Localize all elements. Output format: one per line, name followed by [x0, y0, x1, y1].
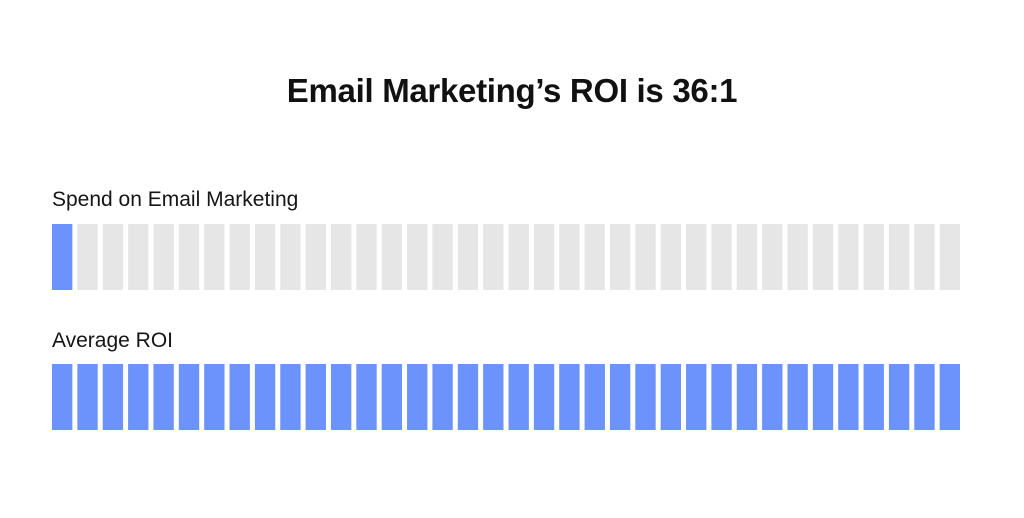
roi-segment-filled [736, 364, 758, 430]
roi-segment-filled [432, 364, 453, 430]
spend-segment-empty [483, 224, 504, 290]
roi-segment-filled [52, 364, 73, 430]
spend-segment-empty [305, 224, 326, 290]
roi-segment-filled [280, 364, 301, 430]
roi-segment-filled [204, 364, 225, 430]
spend-segment-empty [711, 224, 732, 290]
roi-segment-filled [356, 364, 377, 430]
roi-segment-filled [229, 364, 250, 430]
spend-segment-empty [508, 224, 529, 290]
spend-segment-empty [686, 224, 707, 290]
roi-segment-filled [812, 364, 834, 430]
roi-segment-filled [838, 364, 859, 430]
roi-segment-filled [508, 364, 529, 430]
roi-segment-filled [77, 364, 98, 430]
spend-segment-empty [736, 224, 758, 290]
spend-segment-empty [330, 224, 352, 290]
roi-segment-filled [330, 364, 352, 430]
roi-segment-filled [254, 364, 276, 430]
spend-segment-filled [52, 224, 73, 290]
spend-segment-empty [863, 224, 884, 290]
roi-row-label: Average ROI [52, 329, 174, 352]
spend-row-bars [52, 224, 960, 290]
spend-segment-empty [356, 224, 377, 290]
spend-segment-empty [914, 224, 935, 290]
spend-segment-empty [229, 224, 250, 290]
spend-segment-empty [254, 224, 276, 290]
spend-segment-empty [812, 224, 834, 290]
roi-segment-filled [762, 364, 783, 430]
spend-segment-empty [128, 224, 149, 290]
spend-segment-empty [584, 224, 605, 290]
spend-segment-empty [77, 224, 98, 290]
roi-segment-filled [888, 364, 910, 430]
spend-segment-empty [457, 224, 479, 290]
roi-segment-filled [153, 364, 174, 430]
spend-row-label: Spend on Email Marketing [52, 188, 299, 211]
spend-segment-empty [660, 224, 682, 290]
spend-segment-empty [407, 224, 428, 290]
spend-segment-empty [432, 224, 453, 290]
roi-segment-filled [939, 364, 960, 430]
roi-segment-filled [660, 364, 682, 430]
roi-segment-filled [863, 364, 884, 430]
roi-segment-filled [533, 364, 555, 430]
roi-segment-filled [483, 364, 504, 430]
spend-segment-empty [838, 224, 859, 290]
spend-segment-empty [102, 224, 124, 290]
roi-segment-filled [635, 364, 656, 430]
spend-segment-empty [559, 224, 580, 290]
spend-segment-empty [381, 224, 403, 290]
spend-segment-empty [204, 224, 225, 290]
roi-segment-filled [584, 364, 605, 430]
roi-segment-filled [711, 364, 732, 430]
roi-segment-filled [407, 364, 428, 430]
roi-segment-filled [686, 364, 707, 430]
spend-segment-empty [178, 224, 200, 290]
roi-segment-filled [128, 364, 149, 430]
spend-segment-empty [635, 224, 656, 290]
roi-segment-filled [609, 364, 631, 430]
spend-segment-empty [939, 224, 960, 290]
spend-segment-empty [533, 224, 555, 290]
spend-segment-empty [609, 224, 631, 290]
spend-segment-empty [787, 224, 808, 290]
roi-segment-filled [305, 364, 326, 430]
roi-segment-filled [178, 364, 200, 430]
spend-segment-empty [280, 224, 301, 290]
roi-row-bars [52, 364, 960, 430]
spend-segment-empty [888, 224, 910, 290]
spend-segment-empty [153, 224, 174, 290]
roi-segment-filled [457, 364, 479, 430]
chart-title: Email Marketing’s ROI is 36:1 [286, 72, 738, 109]
roi-segment-filled [787, 364, 808, 430]
spend-segment-empty [762, 224, 783, 290]
roi-segment-filled [559, 364, 580, 430]
roi-segment-filled [102, 364, 124, 430]
roi-segment-filled [914, 364, 935, 430]
roi-segment-filled [381, 364, 403, 430]
